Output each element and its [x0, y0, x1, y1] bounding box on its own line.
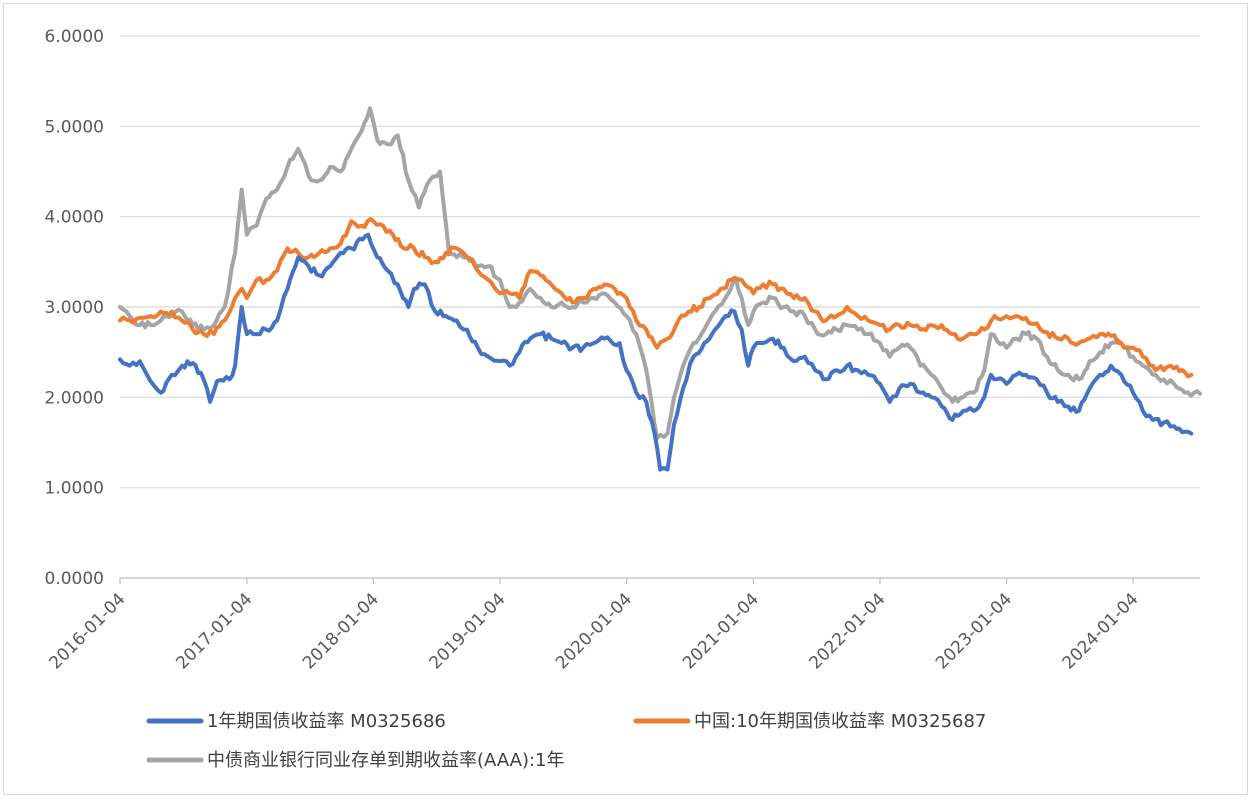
y-axis-ticks: 0.0000 1.0000 2.0000 3.0000 4.0000 5.0000 6.00…	[45, 27, 104, 589]
y-tick-label: 1.0000	[45, 479, 104, 499]
y-tick-label: 3.0000	[45, 298, 104, 318]
legend: 1年期国债收益率 M0325686 中国:10年期国债收益率 M0325687 中债…	[146, 711, 986, 771]
y-tick-label: 2.0000	[45, 388, 104, 408]
y-tick-label: 5.0000	[45, 117, 104, 137]
series-line-2	[118, 217, 1194, 379]
x-axis-ticks: 2016-01-04 2017-01-04 2018-01-04 2019-01-04…	[46, 578, 1143, 673]
legend-label-2: 中国:10年期国债收益率 M0325687	[694, 711, 986, 732]
x-tick-label: 2017-01-04	[172, 589, 256, 673]
series-line-3	[118, 106, 1202, 440]
gridlines	[120, 35, 1200, 579]
x-tick-label: 2016-01-04	[46, 589, 130, 673]
x-tick-label: 2022-01-04	[806, 589, 890, 673]
line-chart: 0.0000 1.0000 2.0000 3.0000 4.0000 5.0000 6.00…	[45, 27, 1202, 771]
y-tick-label: 0.0000	[45, 569, 104, 589]
y-tick-label: 4.0000	[45, 208, 104, 228]
series-lines	[118, 106, 1202, 472]
chart-frame: 0.0000 1.0000 2.0000 3.0000 4.0000 5.0000 6.00…	[3, 3, 1248, 795]
legend-label-1: 1年期国债收益率 M0325686	[207, 711, 446, 732]
x-tick-label: 2020-01-04	[552, 589, 636, 673]
y-tick-label: 6.0000	[45, 27, 104, 47]
legend-label-3: 中债商业银行同业存单到期收益率(AAA):1年	[207, 750, 565, 771]
x-tick-label: 2024-01-04	[1059, 589, 1143, 673]
x-tick-label: 2023-01-04	[932, 589, 1016, 673]
series-line-1	[118, 232, 1194, 472]
x-tick-label: 2019-01-04	[426, 589, 510, 673]
x-tick-label: 2018-01-04	[299, 589, 383, 673]
x-tick-label: 2021-01-04	[679, 589, 763, 673]
